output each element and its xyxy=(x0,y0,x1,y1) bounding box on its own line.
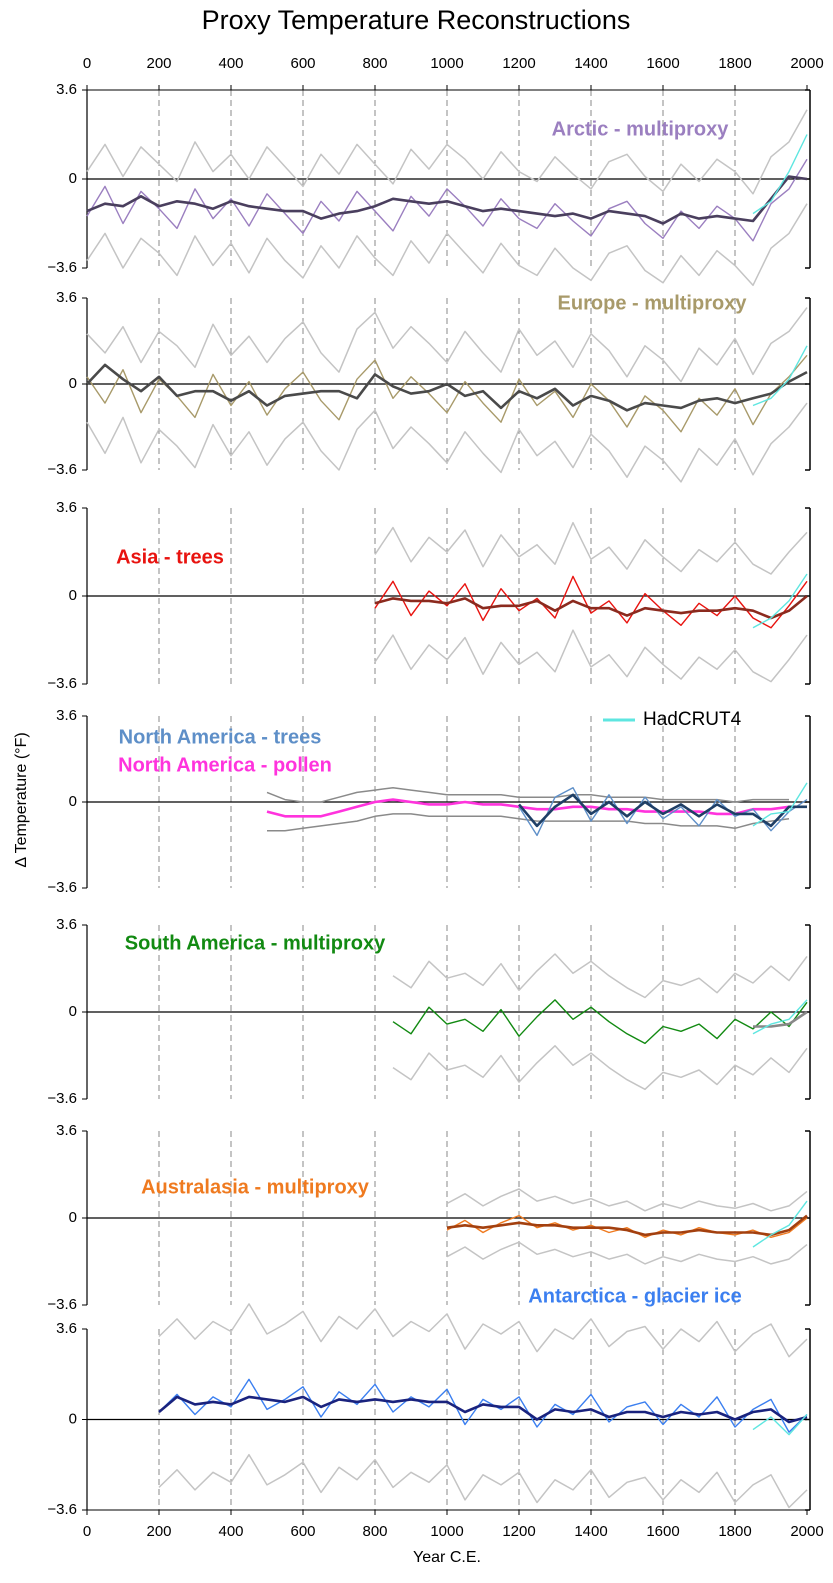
chart-title: Proxy Temperature Reconstructions xyxy=(202,5,631,35)
y-tick-label: 3.6 xyxy=(56,1320,77,1337)
y-tick-label: 0 xyxy=(69,1410,77,1427)
data-line xyxy=(752,1414,808,1436)
y-tick-label: −3.6 xyxy=(47,259,77,276)
x-tick-label: 600 xyxy=(290,55,315,72)
data-line xyxy=(753,1010,808,1028)
y-axis-label: Δ Temperature (°F) xyxy=(13,732,30,867)
panel-label: Antarctica - glacier ice xyxy=(528,1285,741,1307)
x-tick-label: 0 xyxy=(83,1523,91,1540)
x-tick-label: 200 xyxy=(146,55,171,72)
x-tick-label: 1400 xyxy=(574,55,607,72)
data-line xyxy=(518,793,807,828)
x-tick-label: 2000 xyxy=(790,55,823,72)
x-tick-label: 800 xyxy=(362,55,387,72)
panel-label: Asia - trees xyxy=(116,546,224,568)
y-tick-label: −3.6 xyxy=(47,675,77,692)
data-line xyxy=(374,629,808,683)
data-line xyxy=(86,354,808,433)
panel-label: Arctic - multiproxy xyxy=(552,118,730,140)
x-tick-label: 1200 xyxy=(502,1523,535,1540)
x-tick-label: 1000 xyxy=(430,55,463,72)
panel-label: Europe - multiproxy xyxy=(558,292,748,314)
y-tick-label: 0 xyxy=(69,793,77,810)
data-line xyxy=(374,594,808,620)
y-tick-label: 3.6 xyxy=(56,1122,77,1139)
data-line xyxy=(86,402,808,483)
panel-label: South America - multiproxy xyxy=(125,932,386,954)
data-line xyxy=(266,786,789,803)
data-line xyxy=(752,999,808,1035)
x-tick-label: 1000 xyxy=(430,1523,463,1540)
data-line xyxy=(86,203,808,287)
data-line xyxy=(374,575,808,629)
x-tick-label: 1200 xyxy=(502,55,535,72)
x-tick-label: 1400 xyxy=(574,1523,607,1540)
data-line xyxy=(158,1303,808,1358)
data-line xyxy=(374,521,808,575)
data-line xyxy=(392,953,808,999)
y-tick-label: −3.6 xyxy=(47,879,77,896)
y-tick-label: 3.6 xyxy=(56,707,77,724)
data-line xyxy=(446,1188,808,1212)
panel-label: Australasia - multiproxy xyxy=(141,1176,370,1198)
data-line xyxy=(158,1395,808,1424)
x-tick-label: 800 xyxy=(362,1523,387,1540)
y-tick-label: 3.6 xyxy=(56,81,77,98)
y-tick-label: 0 xyxy=(69,170,77,187)
data-line xyxy=(752,345,808,407)
x-tick-label: 200 xyxy=(146,1523,171,1540)
data-line xyxy=(158,1453,808,1509)
x-tick-label: 400 xyxy=(218,55,243,72)
x-tick-label: 1600 xyxy=(646,1523,679,1540)
data-line xyxy=(392,999,808,1045)
data-line xyxy=(752,1200,808,1248)
data-line xyxy=(752,782,808,827)
x-tick-label: 2000 xyxy=(790,1523,823,1540)
data-line xyxy=(392,1045,808,1091)
y-tick-label: −3.6 xyxy=(47,1090,77,1107)
data-line xyxy=(446,1241,808,1265)
x-tick-label: 1800 xyxy=(718,55,751,72)
data-line xyxy=(86,109,808,195)
data-line xyxy=(752,134,808,215)
y-tick-label: −3.6 xyxy=(47,461,77,478)
data-line xyxy=(158,1378,808,1433)
y-tick-label: 3.6 xyxy=(56,499,77,516)
y-tick-label: 3.6 xyxy=(56,289,77,306)
data-line xyxy=(752,573,808,629)
x-tick-label: 1600 xyxy=(646,55,679,72)
y-tick-label: −3.6 xyxy=(47,1501,77,1518)
x-tick-label: 0 xyxy=(83,55,91,72)
y-tick-label: 3.6 xyxy=(56,916,77,933)
x-tick-label: 1800 xyxy=(718,1523,751,1540)
legend-label: HadCRUT4 xyxy=(643,709,742,730)
data-line xyxy=(86,175,808,225)
x-tick-label: 400 xyxy=(218,1523,243,1540)
data-line xyxy=(446,1214,808,1237)
x-tick-label: 600 xyxy=(290,1523,315,1540)
data-line xyxy=(86,363,808,412)
data-line xyxy=(86,307,808,383)
y-tick-label: 0 xyxy=(69,1003,77,1020)
data-line xyxy=(86,158,808,242)
panel-label: North America - pollen xyxy=(118,754,332,776)
y-tick-label: −3.6 xyxy=(47,1296,77,1313)
x-axis-label: Year C.E. xyxy=(413,1549,481,1566)
y-tick-label: 0 xyxy=(69,1209,77,1226)
y-tick-label: 0 xyxy=(69,375,77,392)
data-line xyxy=(266,798,790,818)
panel-label: North America - trees xyxy=(119,726,322,748)
y-tick-label: 0 xyxy=(69,587,77,604)
